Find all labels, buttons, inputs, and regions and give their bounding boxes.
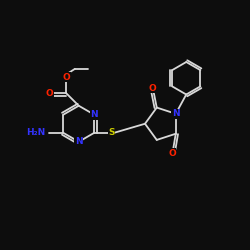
Text: O: O bbox=[62, 73, 70, 82]
Text: O: O bbox=[148, 84, 156, 92]
Text: O: O bbox=[46, 89, 54, 98]
Text: N: N bbox=[75, 137, 82, 146]
Text: N: N bbox=[172, 109, 180, 118]
Text: H₂N: H₂N bbox=[26, 128, 45, 137]
Text: S: S bbox=[108, 128, 114, 137]
Text: N: N bbox=[90, 110, 98, 119]
Text: O: O bbox=[168, 149, 176, 158]
